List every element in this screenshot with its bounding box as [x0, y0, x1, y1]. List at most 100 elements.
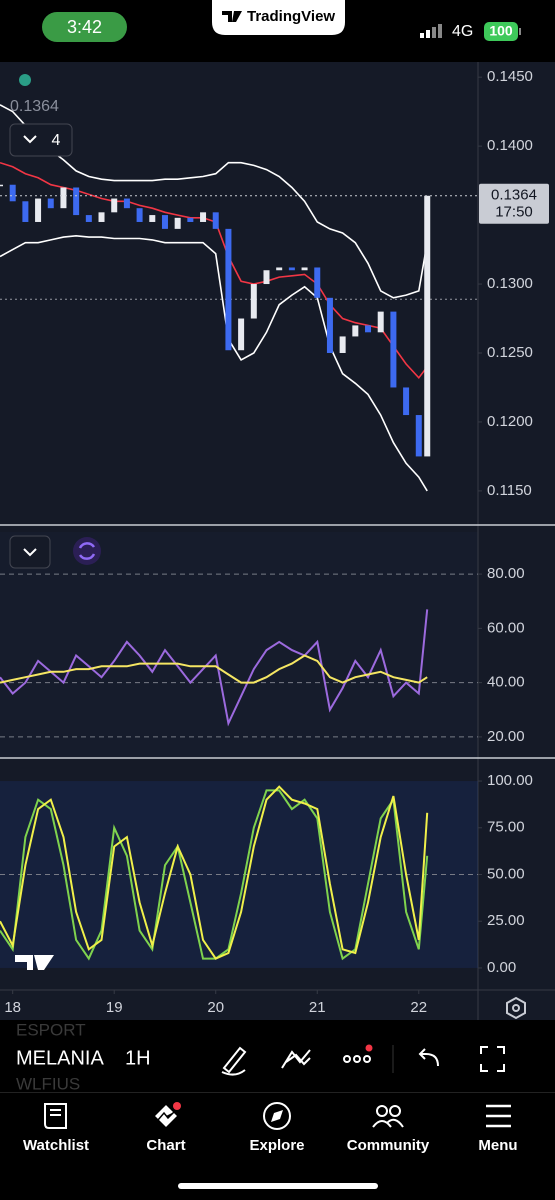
candle [111, 198, 118, 213]
notification-dot [365, 1044, 373, 1052]
indicators-tool[interactable] [281, 1049, 311, 1069]
y-tick-label: 20.00 [487, 728, 525, 745]
candle [35, 198, 42, 222]
y-tick-label: 75.00 [487, 819, 525, 836]
chart-dot [173, 1102, 181, 1110]
watermark [15, 955, 54, 970]
candle [263, 270, 270, 285]
y-tick-label: 0.1300 [487, 275, 533, 292]
y-tick-label: 0.1250 [487, 344, 533, 361]
last-price-badge [479, 183, 549, 224]
y-tick-label: 0.00 [487, 959, 516, 976]
candle [85, 215, 92, 222]
y-tick-label: 0.1400 [487, 137, 533, 154]
candle [250, 284, 257, 319]
home-indicator [178, 1183, 378, 1189]
settings[interactable] [506, 996, 526, 1020]
candle [187, 217, 194, 222]
toolbar [0, 1020, 555, 1092]
nav-label[interactable]: Community [347, 1137, 430, 1154]
candle [339, 336, 346, 353]
interval[interactable]: 1H [125, 1047, 151, 1069]
candle [352, 325, 359, 337]
network: 4G [452, 23, 473, 40]
y-tick-label: 100.00 [487, 772, 533, 789]
candle [98, 212, 105, 222]
candle [60, 187, 67, 209]
battery-level: 100 [489, 23, 513, 39]
live-dot [19, 74, 31, 86]
candle [365, 325, 372, 333]
series-line [0, 785, 429, 960]
nav-label[interactable]: Explore [249, 1137, 304, 1154]
candle [47, 198, 54, 209]
candle [9, 184, 16, 202]
candle [238, 318, 245, 351]
candle [225, 228, 232, 351]
time-pill [42, 12, 127, 42]
candle [73, 187, 80, 216]
y-tick-label: 0.1450 [487, 68, 533, 85]
candle [403, 387, 410, 416]
x-tick-label: 22 [410, 999, 427, 1016]
series-line [0, 609, 429, 727]
symbol[interactable]: MELANIA [16, 1047, 104, 1069]
candle [161, 215, 168, 229]
candle [174, 217, 181, 229]
clock: 3:42 [67, 17, 102, 37]
collapse-rsi[interactable] [9, 535, 51, 569]
candle [301, 267, 308, 271]
x-tick-label: 19 [106, 999, 123, 1016]
plot: 0.1450 0.1400 0.1300 0.1250 0.1200 0.1150 0.13… [0, 68, 549, 1016]
nav-label[interactable]: Menu [478, 1137, 517, 1154]
candle [212, 212, 219, 229]
candle [424, 195, 431, 457]
last-price-label: 0.1364 [491, 187, 537, 204]
candle [390, 311, 397, 388]
indicator-toggle[interactable] [9, 123, 73, 157]
community-icon[interactable] [372, 1105, 404, 1128]
candle [276, 267, 283, 271]
legend-price: 0.1364 [10, 98, 59, 115]
fullscreen[interactable] [480, 1046, 505, 1072]
y-tick-label: 60.00 [487, 619, 525, 636]
x-tick-label: 18 [4, 999, 21, 1016]
y-tick-label: 40.00 [487, 674, 525, 691]
candle [0, 184, 3, 187]
series-line [0, 234, 428, 492]
candle [22, 201, 29, 222]
y-tick-label: 80.00 [487, 565, 525, 582]
countdown: 17:50 [495, 204, 533, 221]
app-tab [212, 0, 345, 35]
peek-symbol: ESPORT [16, 1020, 86, 1039]
nav-label[interactable]: Watchlist [23, 1137, 89, 1154]
hidden-count: 4 [52, 132, 61, 149]
candle [326, 297, 333, 353]
signal [420, 24, 442, 38]
rsi-panel [0, 532, 478, 757]
undo[interactable] [418, 1048, 439, 1067]
series-line [0, 654, 428, 684]
refresh-bg[interactable] [73, 537, 101, 565]
draw-tool[interactable] [221, 1046, 247, 1076]
nav-bar [0, 1092, 555, 1200]
settings-dot [512, 1004, 520, 1012]
x-tick-label: 21 [309, 999, 326, 1016]
menu-icon[interactable] [486, 1104, 511, 1128]
chevron [23, 548, 37, 557]
candle [123, 198, 130, 209]
battery [484, 22, 518, 41]
candle [377, 311, 384, 333]
brand-logo [222, 11, 242, 22]
candle [149, 215, 156, 222]
more-tool[interactable] [343, 1055, 371, 1063]
y-tick-label: 25.00 [487, 912, 525, 929]
brand-name: TradingView [247, 8, 335, 25]
nav-label[interactable]: Chart [146, 1137, 185, 1154]
explore-icon[interactable] [263, 1102, 291, 1130]
watchlist-icon[interactable] [44, 1103, 67, 1129]
chevron [23, 135, 37, 144]
chart-icon[interactable] [152, 1102, 180, 1130]
